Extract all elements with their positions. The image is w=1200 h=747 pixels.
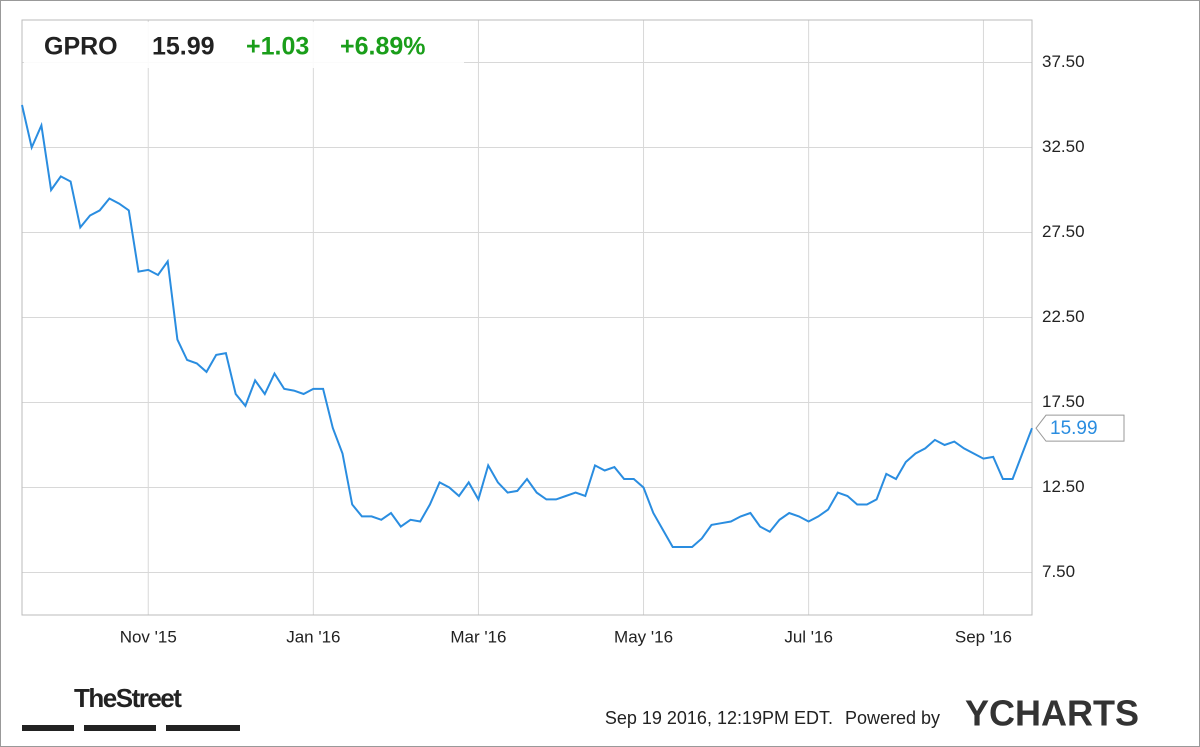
y-tick-label: 7.50 [1042, 562, 1075, 581]
price-line [21, 104, 1033, 548]
x-tick-label: Sep '16 [955, 627, 1012, 646]
powered-by: Powered by [845, 708, 940, 728]
price: 15.99 [152, 33, 215, 61]
y-tick-label: 37.50 [1042, 52, 1085, 71]
x-tick-label: Jan '16 [286, 627, 340, 646]
x-tick-label: Jul '16 [784, 627, 833, 646]
grid [22, 20, 1032, 615]
header-box [24, 22, 464, 68]
y-tick-label: 22.50 [1042, 307, 1085, 326]
x-tick-label: Nov '15 [120, 627, 177, 646]
logo-bar [84, 725, 156, 731]
y-tick-label: 12.50 [1042, 477, 1085, 496]
logo-bar [166, 725, 240, 731]
change: +1.03 [246, 33, 309, 61]
source-logo: TheStreet [74, 683, 182, 713]
timestamp: Sep 19 2016, 12:19PM EDT. [605, 708, 833, 728]
end-label-box [1035, 414, 1125, 442]
y-tick-label: 32.50 [1042, 137, 1085, 156]
brand: YCHARTS [965, 693, 1139, 734]
logo-bar [22, 725, 74, 731]
ticker: GPRO [44, 33, 118, 61]
plot-area [21, 19, 1033, 616]
y-tick-label: 27.50 [1042, 222, 1085, 241]
x-tick-label: Mar '16 [450, 627, 506, 646]
x-tick-label: May '16 [614, 627, 673, 646]
y-tick-label: 17.50 [1042, 392, 1085, 411]
end-label: 15.99 [1050, 418, 1098, 439]
change-pct: +6.89% [340, 33, 426, 61]
